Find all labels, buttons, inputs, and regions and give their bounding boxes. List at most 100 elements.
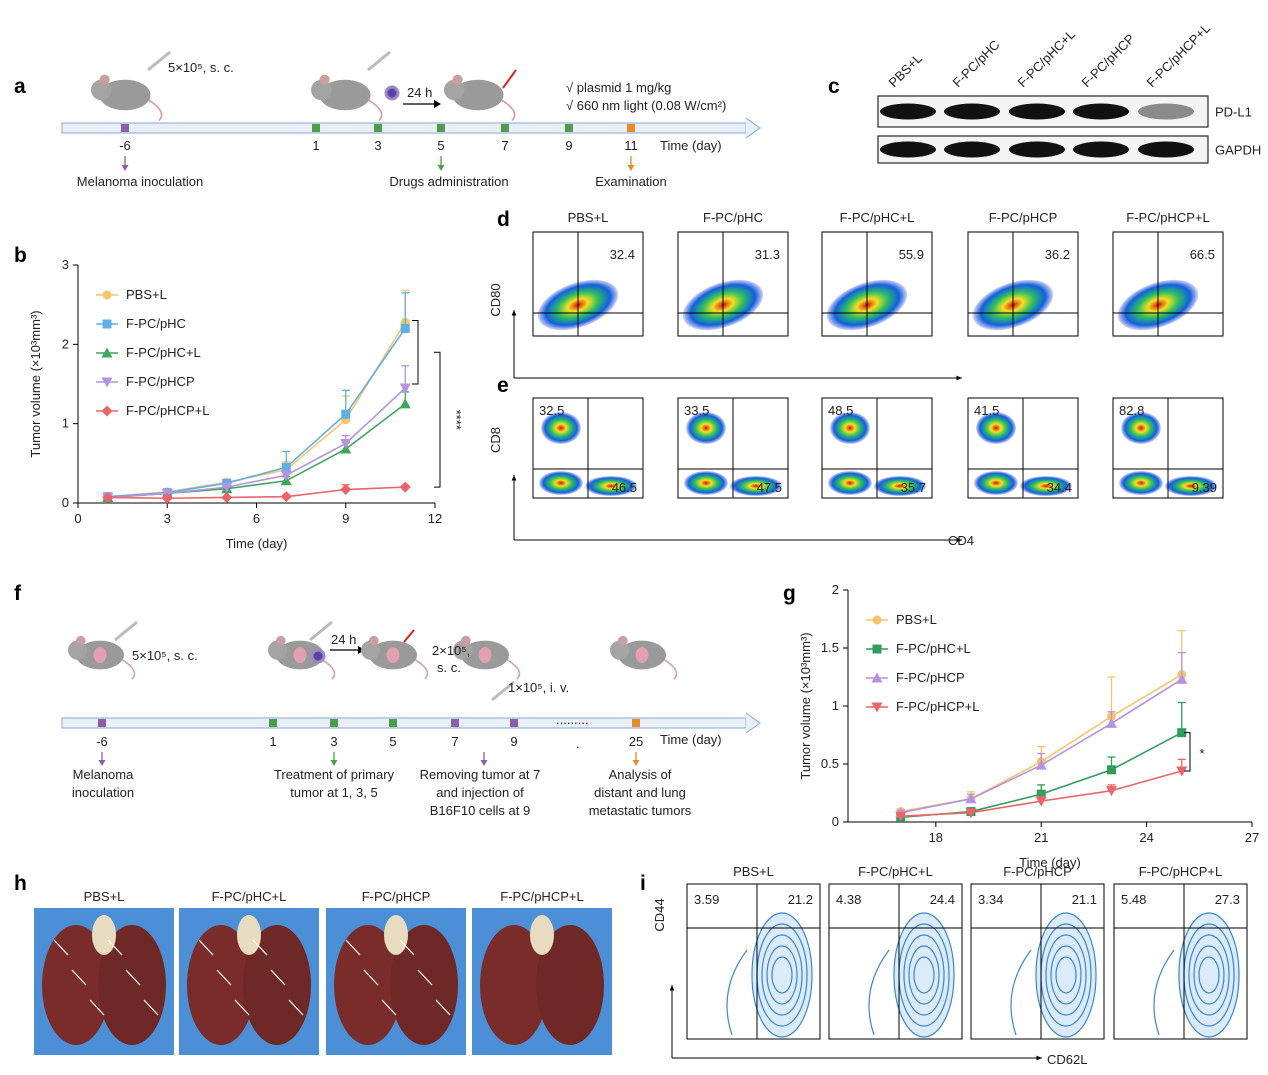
timeline-tick — [389, 719, 397, 727]
y-tick-label: 0.5 — [821, 756, 839, 771]
label: 24 h — [407, 85, 432, 100]
syringe — [367, 50, 391, 72]
mouse-mark — [93, 647, 107, 663]
marker — [101, 347, 113, 358]
label: 24 h — [331, 632, 356, 647]
significance-bracket — [412, 320, 419, 385]
plot-title: F-PC/pHCP — [1003, 864, 1072, 879]
legend-label: F-PC/pHC — [126, 316, 186, 331]
marker — [340, 484, 352, 496]
trachea — [384, 915, 408, 955]
event-label: Removing tumor at 7 — [420, 767, 541, 782]
contour — [1055, 956, 1077, 994]
marker — [340, 439, 352, 449]
lung-lobe — [334, 925, 402, 1045]
blot-band — [1073, 141, 1129, 158]
flow-density — [684, 471, 728, 495]
trachea — [237, 915, 261, 955]
nodule-arrow — [53, 939, 69, 956]
contour — [761, 934, 803, 1016]
lane-label: F-PC/pHC — [950, 37, 1003, 90]
photo-title: F-PC/pHC+L — [212, 889, 287, 904]
timeline-tick — [312, 124, 320, 132]
label: 1×10⁵, i. v. — [508, 680, 569, 695]
marker — [965, 793, 977, 804]
event-label: Drugs administration — [389, 174, 508, 189]
marker — [1105, 786, 1117, 797]
contour — [903, 934, 945, 1016]
panel-letter: h — [14, 872, 27, 895]
flow-density — [1165, 476, 1217, 496]
legend-label: F-PC/pHCP+L — [896, 699, 979, 714]
lane-label: F-PC/pHCP — [1079, 31, 1138, 90]
marker — [1176, 766, 1188, 777]
axis-label: CD44 — [652, 898, 667, 931]
nodule-arrow — [288, 999, 304, 1016]
mouse-mark — [386, 647, 400, 663]
axis-arrow-head — [669, 985, 675, 991]
nodule-arrow — [363, 969, 379, 986]
event-label: Melanoma — [73, 767, 134, 782]
gate-value: 41.5 — [974, 403, 999, 418]
marker — [1035, 759, 1047, 770]
mouse-body — [452, 79, 504, 111]
timeline-tick — [451, 719, 459, 727]
contour — [893, 912, 955, 1038]
y-tick-label: 1 — [832, 698, 839, 713]
gate-value: 3.34 — [978, 892, 1003, 907]
flow-density — [830, 412, 870, 444]
mouse-body — [99, 79, 151, 111]
lung-lobe — [243, 925, 311, 1045]
contour — [751, 912, 813, 1038]
mouse-head — [68, 640, 88, 660]
label: s. c. — [437, 660, 461, 675]
y-axis-label: Tumor volume (×10³mm³) — [28, 310, 43, 457]
mouse-ear — [461, 635, 471, 646]
y-tick-label: 0 — [832, 814, 839, 829]
arrow-head — [98, 760, 106, 766]
significance-bracket — [434, 351, 441, 488]
gate-value: 27.3 — [1215, 892, 1240, 907]
mouse-mark — [293, 647, 307, 663]
gate-value: 21.1 — [1072, 892, 1097, 907]
marker — [1177, 728, 1187, 738]
syringe — [114, 620, 138, 642]
marker — [1035, 796, 1047, 807]
x-tick-label: 3 — [164, 511, 171, 526]
contour — [1050, 945, 1082, 1005]
blot-band — [1009, 141, 1065, 158]
nodule-arrow — [198, 939, 214, 956]
gate-value: 31.3 — [755, 247, 780, 262]
timeline-tick — [374, 124, 382, 132]
marker — [872, 615, 882, 625]
mouse-icon — [361, 635, 429, 680]
blot-band — [880, 103, 936, 120]
y-tick-label: 0 — [62, 495, 69, 510]
timeline-head — [745, 712, 761, 734]
arrow-head — [627, 165, 635, 171]
band-label: GAPDH — [1215, 143, 1261, 158]
marker — [221, 482, 233, 493]
gate-value: 5.48 — [1121, 892, 1146, 907]
mouse-ear — [319, 74, 330, 85]
laser — [403, 629, 415, 643]
panel-letter: c — [828, 75, 840, 98]
lane-label: F-PC/pHC+L — [1015, 27, 1078, 90]
label: 2×10⁵, — [432, 643, 470, 658]
timeline-tick — [98, 719, 106, 727]
contour — [1178, 912, 1240, 1038]
mouse-icon — [91, 74, 163, 122]
photo-title: PBS+L — [84, 889, 125, 904]
panel-letter: g — [783, 582, 796, 605]
day-label: 9 — [510, 734, 517, 749]
plot-title: PBS+L — [568, 210, 609, 225]
plot-title: F-PC/pHCP+L — [1139, 864, 1222, 879]
contour — [868, 949, 890, 1036]
y-tick-label: 1.5 — [821, 640, 839, 655]
timeline-tick — [627, 124, 635, 132]
mouse-ear — [99, 74, 110, 85]
gate-value: 24.4 — [930, 892, 955, 907]
marker — [280, 491, 292, 503]
gate-value: 36.2 — [1045, 247, 1070, 262]
day-label: -6 — [96, 734, 108, 749]
